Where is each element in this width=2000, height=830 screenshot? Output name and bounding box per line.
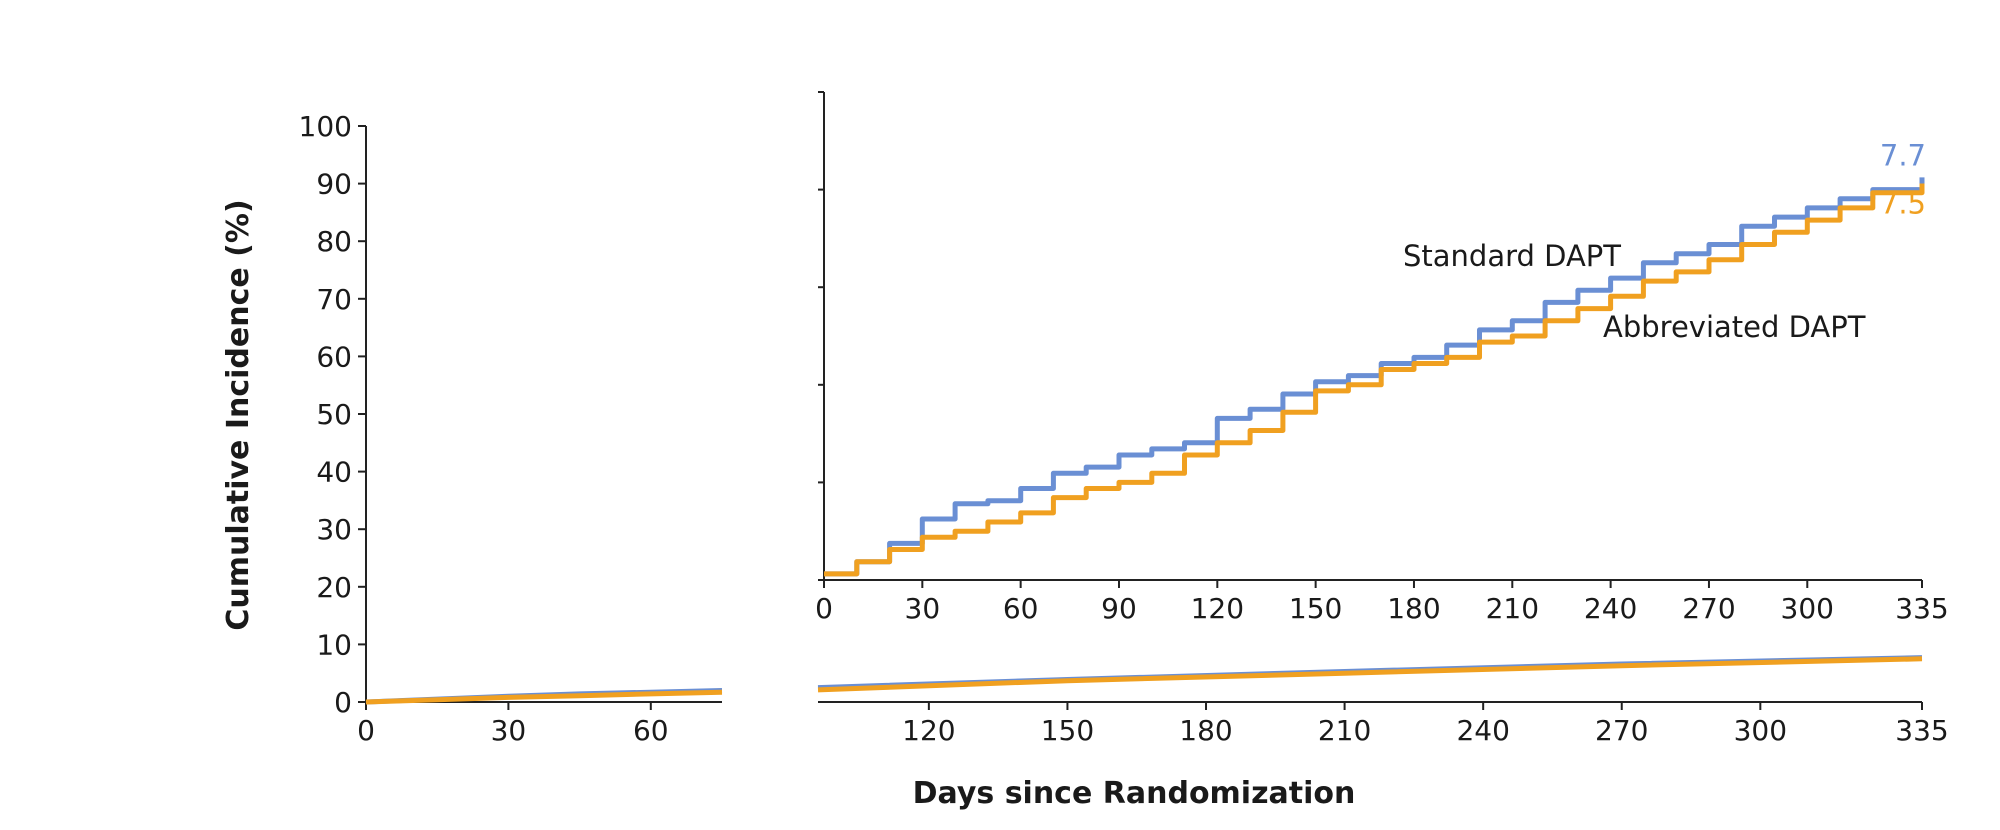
continuation-x-tick-label: 300 [1734, 714, 1787, 747]
continuation-x-tick-label: 210 [1318, 714, 1371, 747]
y-axis-title: Cumulative Incidence (%) [221, 199, 256, 630]
main-y-tick-label: 60 [316, 340, 352, 373]
continuation-x-tick-label: 150 [1041, 714, 1094, 747]
main-y-tick-label: 20 [316, 571, 352, 604]
x-axis-title: Days since Randomization [913, 776, 1356, 811]
inset-x-tick-label: 240 [1584, 592, 1637, 625]
main-y-tick-label: 70 [316, 283, 352, 316]
inset-x-tick-label: 335 [1895, 592, 1948, 625]
main-y-tick-label: 80 [316, 225, 352, 258]
inset-abbreviated-curve [824, 183, 1925, 577]
continuation-x-tick-label: 120 [902, 714, 955, 747]
standard-series-label: Standard DAPT [1403, 239, 1621, 273]
main-x-tick-label: 60 [633, 714, 669, 747]
continuation-x-tick-label: 270 [1595, 714, 1648, 747]
inset-x-tick-label: 270 [1682, 592, 1735, 625]
inset-panel: 0 30 60 90 120 150 180 210 240 270 300 335 Standard … [815, 91, 1949, 625]
inset-x-tick-label: 0 [815, 592, 833, 625]
inset-x-tick-label: 60 [1003, 592, 1039, 625]
main-y-tick-label: 100 [299, 110, 352, 143]
continuation-abbreviated-curve [817, 656, 1923, 693]
main-y-tick-label: 50 [316, 398, 352, 431]
main-y-tick-label: 90 [316, 168, 352, 201]
abbreviated-series-label: Abbreviated DAPT [1603, 310, 1866, 344]
main-panel: 0 10 20 30 40 50 60 70 80 90 100 0 30 60 [299, 110, 723, 747]
inset-x-tick-label: 120 [1191, 592, 1244, 625]
inset-x-tick-label: 30 [905, 592, 941, 625]
main-y-tick-label: 0 [334, 686, 352, 719]
continuation-x-tick-label: 240 [1456, 714, 1509, 747]
main-y-tick-label: 30 [316, 513, 352, 546]
main-x-tick-label: 0 [357, 714, 375, 747]
inset-x-tick-label: 300 [1781, 592, 1834, 625]
continuation-x-tick-label: 180 [1179, 714, 1232, 747]
inset-x-tick-label: 210 [1486, 592, 1539, 625]
inset-x-tick-label: 180 [1387, 592, 1440, 625]
inset-x-tick-label: 90 [1101, 592, 1137, 625]
continuation-x-tick-label: 335 [1895, 714, 1948, 747]
main-abbreviated-curve [365, 689, 723, 705]
standard-end-value: 7.7 [1880, 138, 1926, 172]
main-y-tick-label: 10 [316, 628, 352, 661]
main-x-tick-label: 30 [491, 714, 527, 747]
abbreviated-end-value: 7.5 [1880, 187, 1926, 221]
inset-x-tick-label: 150 [1289, 592, 1342, 625]
continuation-panel: 120 150 180 210 240 270 300 335 [817, 655, 1949, 747]
main-y-tick-label: 40 [316, 456, 352, 489]
inset-standard-curve [824, 177, 1925, 577]
